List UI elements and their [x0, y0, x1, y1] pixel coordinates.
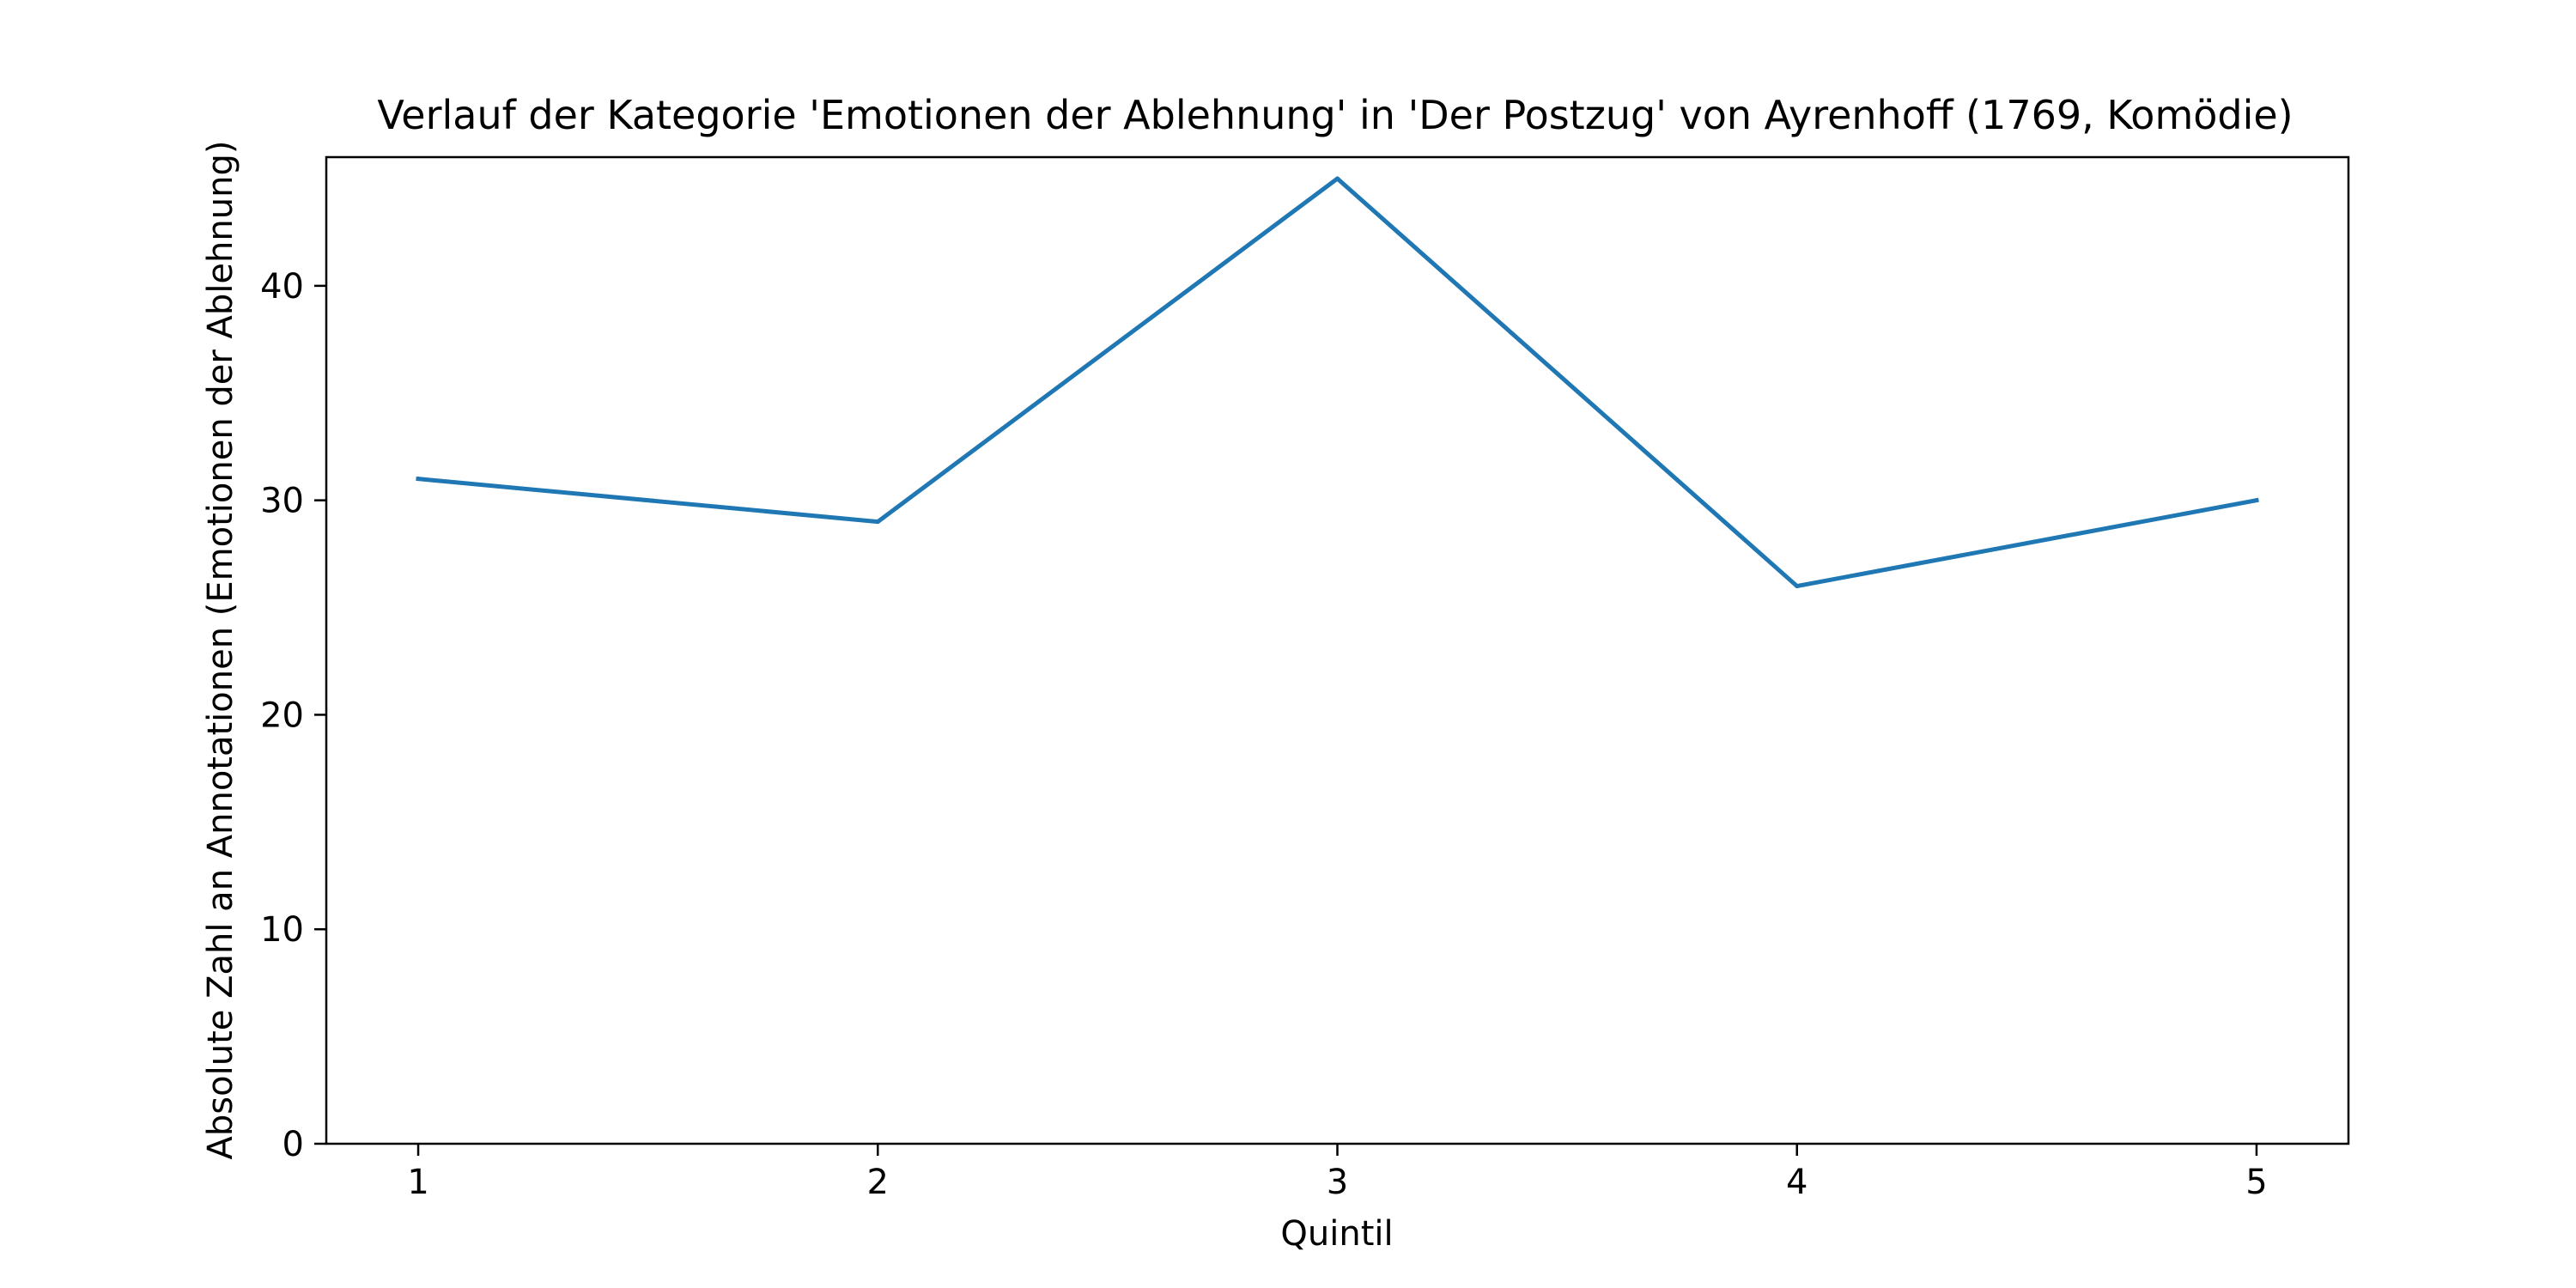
x-tick-label: 5: [2245, 1163, 2267, 1202]
y-tick-label: 0: [283, 1125, 304, 1164]
plot-area: [326, 157, 2348, 1144]
plot-frame: [325, 155, 2350, 1145]
x-axis-ticks: 1 2 3 4 5: [407, 1144, 2268, 1202]
y-tick-label: 30: [260, 482, 304, 521]
y-axis-label: Absolute Zahl an Annotationen (Emotionen…: [201, 141, 240, 1160]
data-point: [875, 519, 880, 525]
chart-title: Verlauf der Kategorie 'Emotionen der Abl…: [377, 92, 2293, 138]
x-tick-label: 2: [867, 1163, 889, 1202]
y-tick-label: 10: [260, 910, 304, 950]
data-point: [1335, 176, 1340, 181]
data-point: [416, 477, 421, 482]
x-axis-label: Quintil: [1280, 1214, 1393, 1254]
x-tick-label: 4: [1786, 1163, 1807, 1202]
y-tick-label: 40: [260, 267, 304, 307]
data-point: [1795, 584, 1800, 589]
y-axis-ticks: 0 10 20 30 40: [260, 267, 326, 1164]
series-layer: [416, 176, 2259, 589]
y-tick-label: 20: [260, 696, 304, 735]
x-tick-label: 1: [407, 1163, 428, 1202]
x-tick-label: 3: [1327, 1163, 1348, 1202]
data-point: [2254, 498, 2259, 503]
